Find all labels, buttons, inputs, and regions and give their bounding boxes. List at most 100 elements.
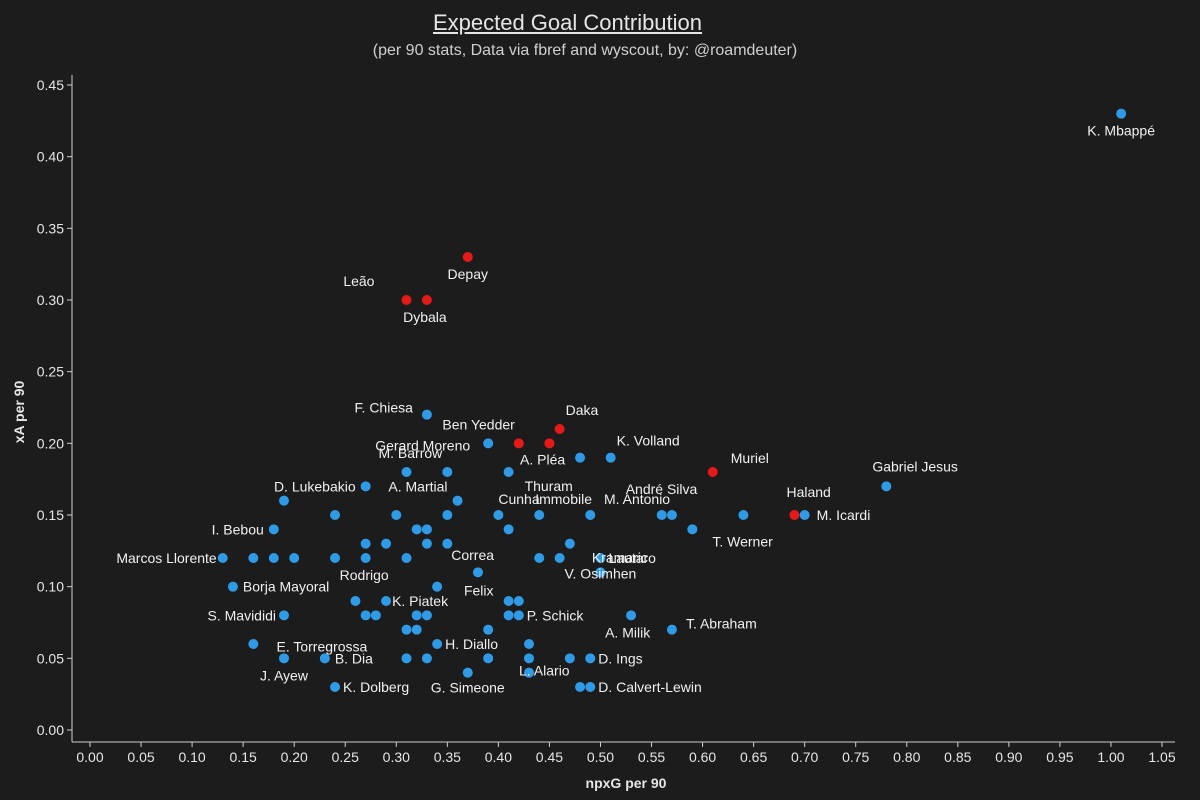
data-point xyxy=(421,653,432,664)
data-point xyxy=(401,295,412,305)
point-label: S. Mavididi xyxy=(208,607,276,623)
x-tick-label: 0.05 xyxy=(127,749,154,765)
data-point xyxy=(524,667,535,678)
x-tick-label: 0.80 xyxy=(893,749,920,765)
data-point xyxy=(421,409,432,420)
data-point xyxy=(401,553,412,563)
point-label: K. Mbappé xyxy=(1087,123,1155,139)
point-label: F. Chiesa xyxy=(355,400,414,416)
y-tick-label: 0.20 xyxy=(37,435,64,451)
data-point xyxy=(370,610,381,621)
chart-subtitle: (per 90 stats, Data via fbref and wyscou… xyxy=(372,42,798,59)
data-point xyxy=(401,653,412,664)
data-point xyxy=(544,438,555,449)
data-point xyxy=(881,481,892,492)
point-label: T. Abraham xyxy=(686,616,757,632)
point-label: Lautaro xyxy=(608,550,656,566)
data-point xyxy=(330,510,341,520)
data-point xyxy=(411,610,422,621)
x-tick-label: 0.75 xyxy=(842,749,869,765)
data-point xyxy=(472,567,483,578)
data-point xyxy=(564,653,575,664)
data-point xyxy=(421,610,432,621)
data-point xyxy=(513,438,524,449)
data-point xyxy=(432,581,443,592)
data-point xyxy=(401,467,412,477)
data-point xyxy=(360,481,371,492)
data-point xyxy=(1116,108,1127,119)
point-label: Borja Mayoral xyxy=(243,579,329,595)
data-point xyxy=(503,610,514,621)
y-tick-label: 0.30 xyxy=(37,292,64,308)
point-label: Haland xyxy=(786,484,830,500)
point-label: Kramaric xyxy=(592,550,648,566)
y-axis-title: xA per 90 xyxy=(11,381,27,444)
x-tick-label: 0.10 xyxy=(178,749,205,765)
point-label: K. Dolberg xyxy=(343,679,409,695)
data-point xyxy=(666,510,677,520)
point-label: T. Werner xyxy=(712,533,773,549)
point-label: Depay xyxy=(448,266,488,282)
point-label: V. Osimhen xyxy=(564,565,636,581)
point-label: M. Icardi xyxy=(817,507,871,523)
data-point xyxy=(432,639,443,649)
point-label: P. Schick xyxy=(527,607,585,623)
data-point xyxy=(503,596,514,606)
point-label: G. Simeone xyxy=(431,680,505,696)
point-label: Dybala xyxy=(403,309,447,325)
point-label: B. Dia xyxy=(335,650,373,666)
x-tick-label: 0.20 xyxy=(281,749,308,765)
data-point xyxy=(421,524,432,535)
data-point xyxy=(278,610,289,621)
data-point xyxy=(411,624,422,635)
data-point xyxy=(268,524,279,535)
data-point xyxy=(421,538,432,549)
x-tick-label: 0.70 xyxy=(791,749,818,765)
point-label: Correa xyxy=(451,547,494,563)
data-point xyxy=(289,553,300,563)
point-label: D. Calvert-Lewin xyxy=(598,679,701,695)
point-label: K. Volland xyxy=(617,433,680,449)
x-tick-label: 0.25 xyxy=(332,749,359,765)
x-tick-label: 1.00 xyxy=(1097,749,1124,765)
data-point xyxy=(462,667,473,678)
data-point xyxy=(585,653,596,664)
data-point xyxy=(483,624,494,635)
point-label: Daka xyxy=(566,402,599,418)
chart-title: Expected Goal Contribution xyxy=(432,10,703,35)
point-label: A. Martial xyxy=(388,479,447,495)
data-point xyxy=(442,510,453,520)
data-point xyxy=(789,510,800,520)
data-point xyxy=(575,452,586,463)
x-tick-label: 0.90 xyxy=(995,749,1022,765)
data-point xyxy=(585,682,596,692)
point-label: Cunha xyxy=(498,491,539,507)
x-tick-label: 0.15 xyxy=(230,749,257,765)
y-tick-label: 0.40 xyxy=(37,149,64,165)
data-point xyxy=(381,538,392,549)
x-tick-label: 1.05 xyxy=(1148,749,1175,765)
x-tick-label: 0.35 xyxy=(434,749,461,765)
data-point xyxy=(217,553,228,563)
x-tick-label: 0.30 xyxy=(383,749,410,765)
data-point xyxy=(666,624,677,635)
data-point xyxy=(401,624,412,635)
data-point xyxy=(248,553,259,563)
point-label: L. Alario xyxy=(519,663,570,679)
y-tick-label: 0.45 xyxy=(37,77,64,93)
data-point xyxy=(483,438,494,449)
data-point xyxy=(534,553,545,563)
data-point xyxy=(391,510,402,520)
point-label: Rodrigo xyxy=(340,567,389,583)
point-label: Thuram xyxy=(525,478,573,494)
data-point xyxy=(278,495,289,506)
point-label: Leão xyxy=(343,273,374,289)
data-point xyxy=(575,682,586,692)
point-label: M. Barrow xyxy=(378,445,443,461)
point-label: J. Ayew xyxy=(260,667,309,683)
data-point xyxy=(483,653,494,664)
x-tick-label: 0.60 xyxy=(689,749,716,765)
y-tick-label: 0.35 xyxy=(37,220,64,236)
